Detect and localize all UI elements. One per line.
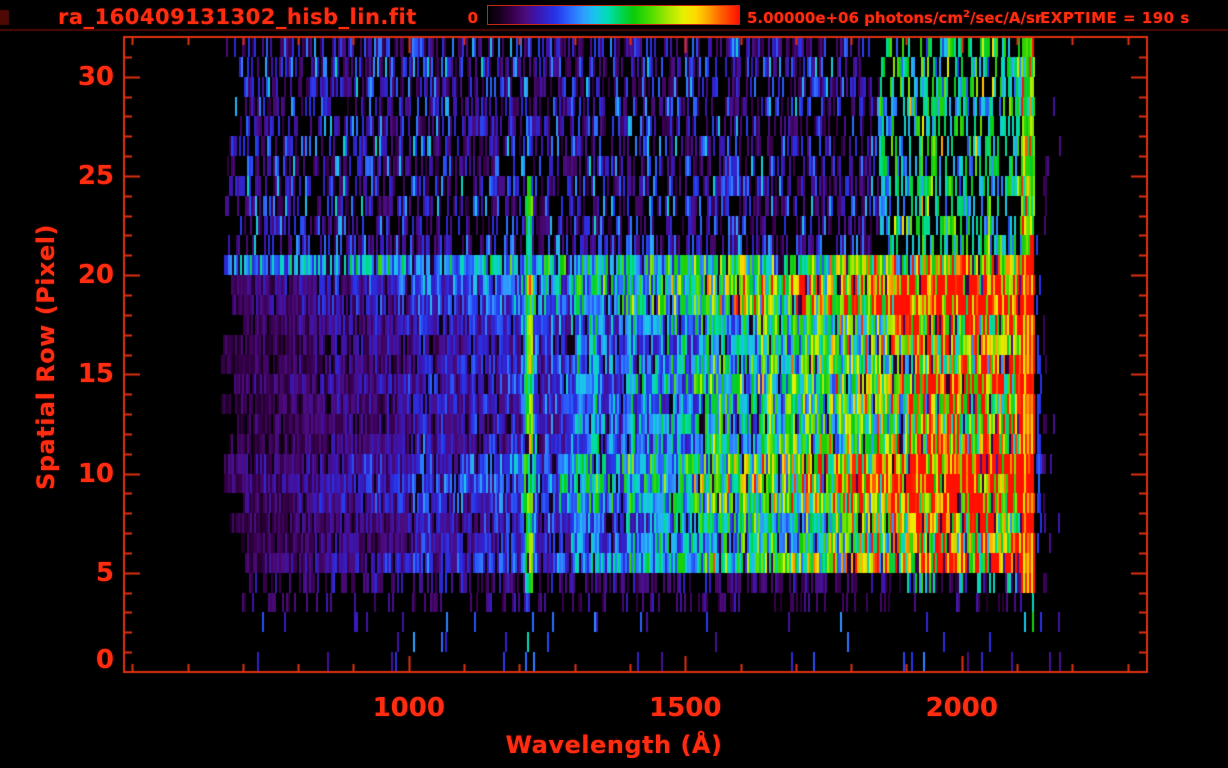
y-tick-label: 10 [77,458,114,489]
colorbar-max-label: 5.00000e+06 photons/cm2/sec/A/sr [747,9,1042,27]
y-tick-label: 30 [77,61,114,92]
y-tick-label: 5 [95,557,114,588]
colorbar-units-prefix: photons/cm [864,9,963,27]
colorbar-units-exponent: 2 [962,9,970,20]
y-tick-label: 25 [77,160,114,191]
x-tick-label: 1500 [649,693,722,723]
colorbar-units-suffix: /sec/A/sr [969,9,1043,27]
file-title: ra_160409131302_hisb_lin.fit [58,5,417,29]
colorbar-min-label: 0 [467,9,478,27]
y-tick-label: 0 [95,645,114,675]
colorbar-max-value: 5.00000e+06 [747,9,859,27]
x-axis-title: Wavelength (Å) [505,731,723,759]
y-axis-title: Spatial Row (Pixel) [32,224,60,490]
y-tick-label: 20 [77,260,114,291]
colorbar [487,5,740,25]
y-tick-label: 15 [77,359,114,390]
x-tick-label: 1000 [372,693,445,723]
exptime-label: EXPTIME = 190 s [1040,9,1190,27]
x-tick-label: 2000 [925,693,998,723]
